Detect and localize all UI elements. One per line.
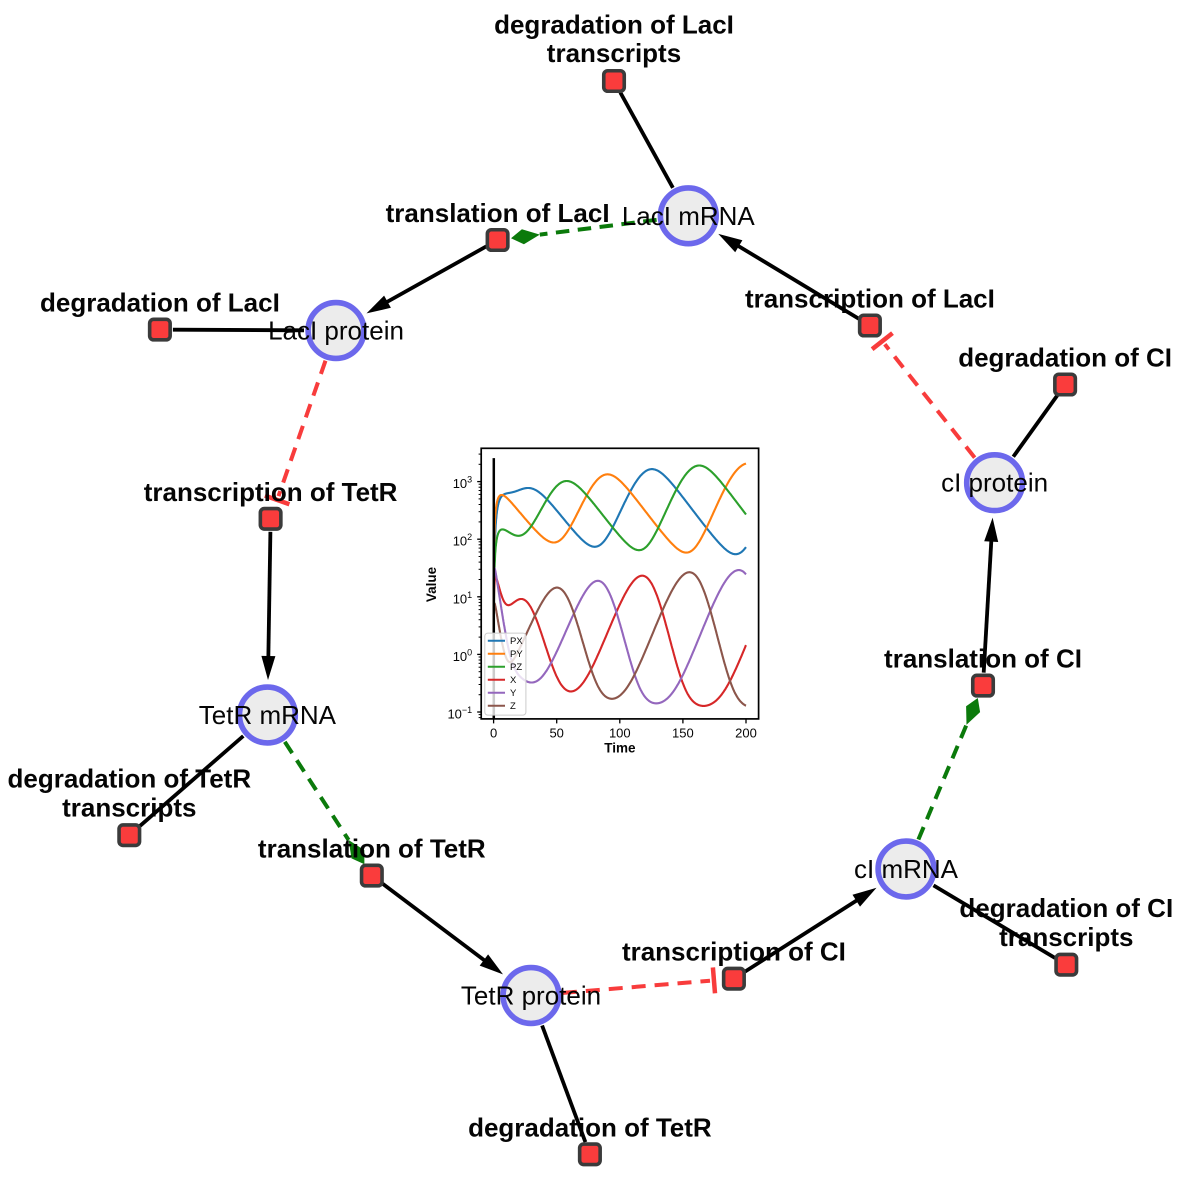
svg-text:LacI mRNA: LacI mRNA — [622, 201, 756, 231]
svg-text:200: 200 — [735, 725, 757, 740]
svg-text:100: 100 — [609, 725, 631, 740]
svg-text:translation of LacI: translation of LacI — [386, 198, 610, 228]
svg-text:PY: PY — [510, 649, 523, 660]
svg-text:cI mRNA: cI mRNA — [854, 854, 959, 884]
svg-text:Time: Time — [604, 741, 636, 756]
svg-text:degradation of LacI: degradation of LacI — [40, 288, 280, 318]
svg-text:translation of CI: translation of CI — [884, 644, 1082, 674]
svg-text:PZ: PZ — [510, 662, 522, 673]
svg-text:TetR mRNA: TetR mRNA — [199, 700, 337, 730]
svg-text:degradation of CI: degradation of CI — [958, 343, 1172, 373]
svg-text:X: X — [510, 675, 517, 686]
svg-text:Y: Y — [510, 688, 517, 699]
svg-text:0: 0 — [490, 725, 497, 740]
svg-text:103: 103 — [453, 475, 472, 492]
svg-text:150: 150 — [672, 725, 694, 740]
svg-text:102: 102 — [453, 532, 472, 549]
svg-text:100: 100 — [453, 647, 472, 664]
svg-text:transcription of LacI: transcription of LacI — [745, 284, 995, 314]
svg-text:transcripts: transcripts — [999, 922, 1133, 952]
svg-text:transcription of TetR: transcription of TetR — [144, 477, 398, 507]
svg-text:transcripts: transcripts — [62, 792, 196, 822]
svg-text:degradation of TetR: degradation of TetR — [468, 1112, 712, 1142]
svg-text:degradation of LacI: degradation of LacI — [494, 10, 734, 40]
svg-text:50: 50 — [549, 725, 563, 740]
svg-text:transcripts: transcripts — [547, 38, 681, 68]
svg-text:cI protein: cI protein — [941, 468, 1048, 498]
svg-text:10−1: 10−1 — [447, 705, 472, 722]
svg-text:Z: Z — [510, 701, 516, 712]
svg-text:TetR protein: TetR protein — [461, 981, 601, 1011]
svg-text:transcription of CI: transcription of CI — [622, 937, 846, 967]
svg-text:translation of TetR: translation of TetR — [258, 834, 486, 864]
svg-text:Value: Value — [424, 566, 439, 602]
svg-text:LacI protein: LacI protein — [268, 316, 404, 346]
svg-text:degradation of TetR: degradation of TetR — [7, 764, 251, 794]
svg-text:101: 101 — [453, 590, 472, 607]
svg-text:degradation of CI: degradation of CI — [959, 893, 1173, 923]
svg-text:PX: PX — [510, 636, 523, 647]
